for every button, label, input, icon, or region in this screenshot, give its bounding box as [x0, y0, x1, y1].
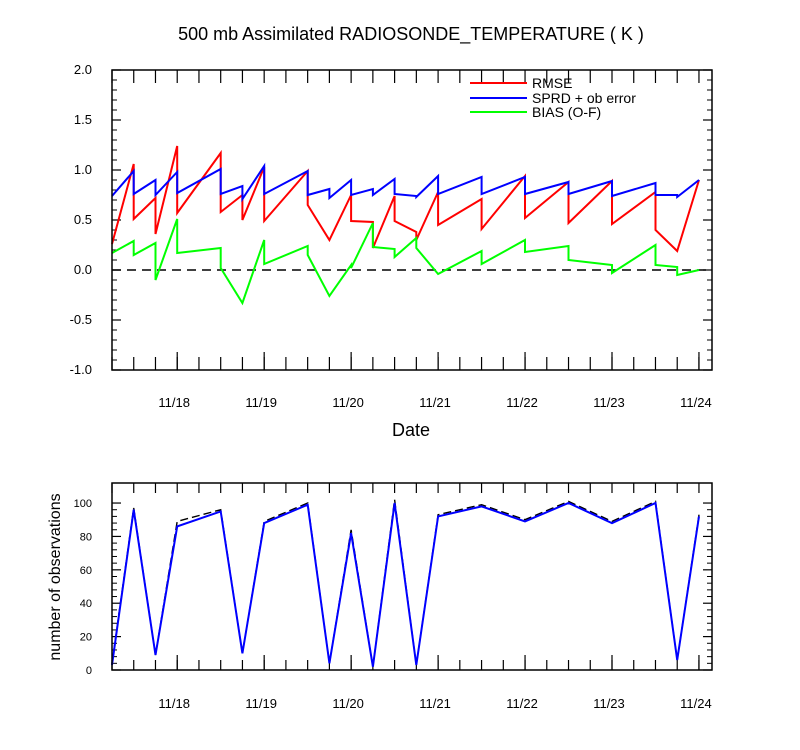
top-ytick-label: 0.0: [74, 262, 92, 277]
top-plot-frame: [111, 69, 713, 371]
top-ytick-label: 2.0: [74, 62, 92, 77]
bottom-ytick-label: 60: [80, 565, 92, 577]
bottom-ytick-label: 20: [80, 632, 92, 644]
top-series-rmse: [111, 145, 700, 253]
legend: RMSE SPRD + ob error BIAS (O-F): [470, 75, 636, 120]
bottom-xtick-label: 11/24: [680, 696, 712, 711]
top-series-bias-o-f: [111, 218, 700, 306]
bottom-xtick-label: 11/19: [245, 696, 277, 711]
bottom-xtick-label: 11/23: [593, 696, 625, 711]
bottom-ytick-label: 0: [86, 665, 92, 677]
top-xtick-label: 11/24: [680, 395, 712, 410]
top-ytick-label: -1.0: [70, 362, 92, 377]
top-xtick-label: 11/18: [158, 395, 190, 410]
bottom-xtick-label: 11/21: [419, 696, 451, 711]
chart-title: 500 mb Assimilated RADIOSONDE_TEMPERATUR…: [178, 24, 644, 45]
top-series-sprd-ob-error: [111, 162, 700, 203]
bottom-series-count-1: [111, 501, 700, 667]
top-xtick-label: 11/21: [419, 395, 451, 410]
bottom-xtick-label: 11/20: [332, 696, 364, 711]
bottom-ytick-label: 100: [74, 498, 92, 510]
top-ytick-label: 0.5: [74, 212, 92, 227]
top-ytick-label: 1.5: [74, 112, 92, 127]
top-ytick-label: 1.0: [74, 162, 92, 177]
bottom-plot-frame: [111, 482, 713, 671]
bottom-y-axis-label: number of observations: [47, 493, 64, 660]
top-xtick-label: 11/22: [506, 395, 538, 410]
top-ytick-label: -0.5: [70, 312, 92, 327]
bottom-ytick-label: 40: [80, 598, 92, 610]
legend-label-sprd: SPRD + ob error: [532, 90, 636, 106]
top-xtick-label: 11/20: [332, 395, 364, 410]
legend-label-rmse: RMSE: [532, 75, 572, 91]
bottom-ytick-label: 80: [80, 531, 92, 543]
bottom-xtick-label: 11/22: [506, 696, 538, 711]
legend-label-bias: BIAS (O-F): [532, 104, 601, 120]
bottom-xtick-label: 11/18: [158, 696, 190, 711]
top-x-axis-label: Date: [392, 420, 430, 440]
rmse-spread-bias-panel: -1.0 -0.5 0.0 0.5 1.0 1.5 2.0 11/18 11/19 11/20 11…: [70, 62, 713, 410]
observation-count-panel: 0 20 40 60 80 100 11/18 11/19 11/20 11/21 11/22 11/…: [74, 482, 713, 711]
top-xtick-label: 11/23: [593, 395, 625, 410]
top-xtick-label: 11/19: [245, 395, 277, 410]
